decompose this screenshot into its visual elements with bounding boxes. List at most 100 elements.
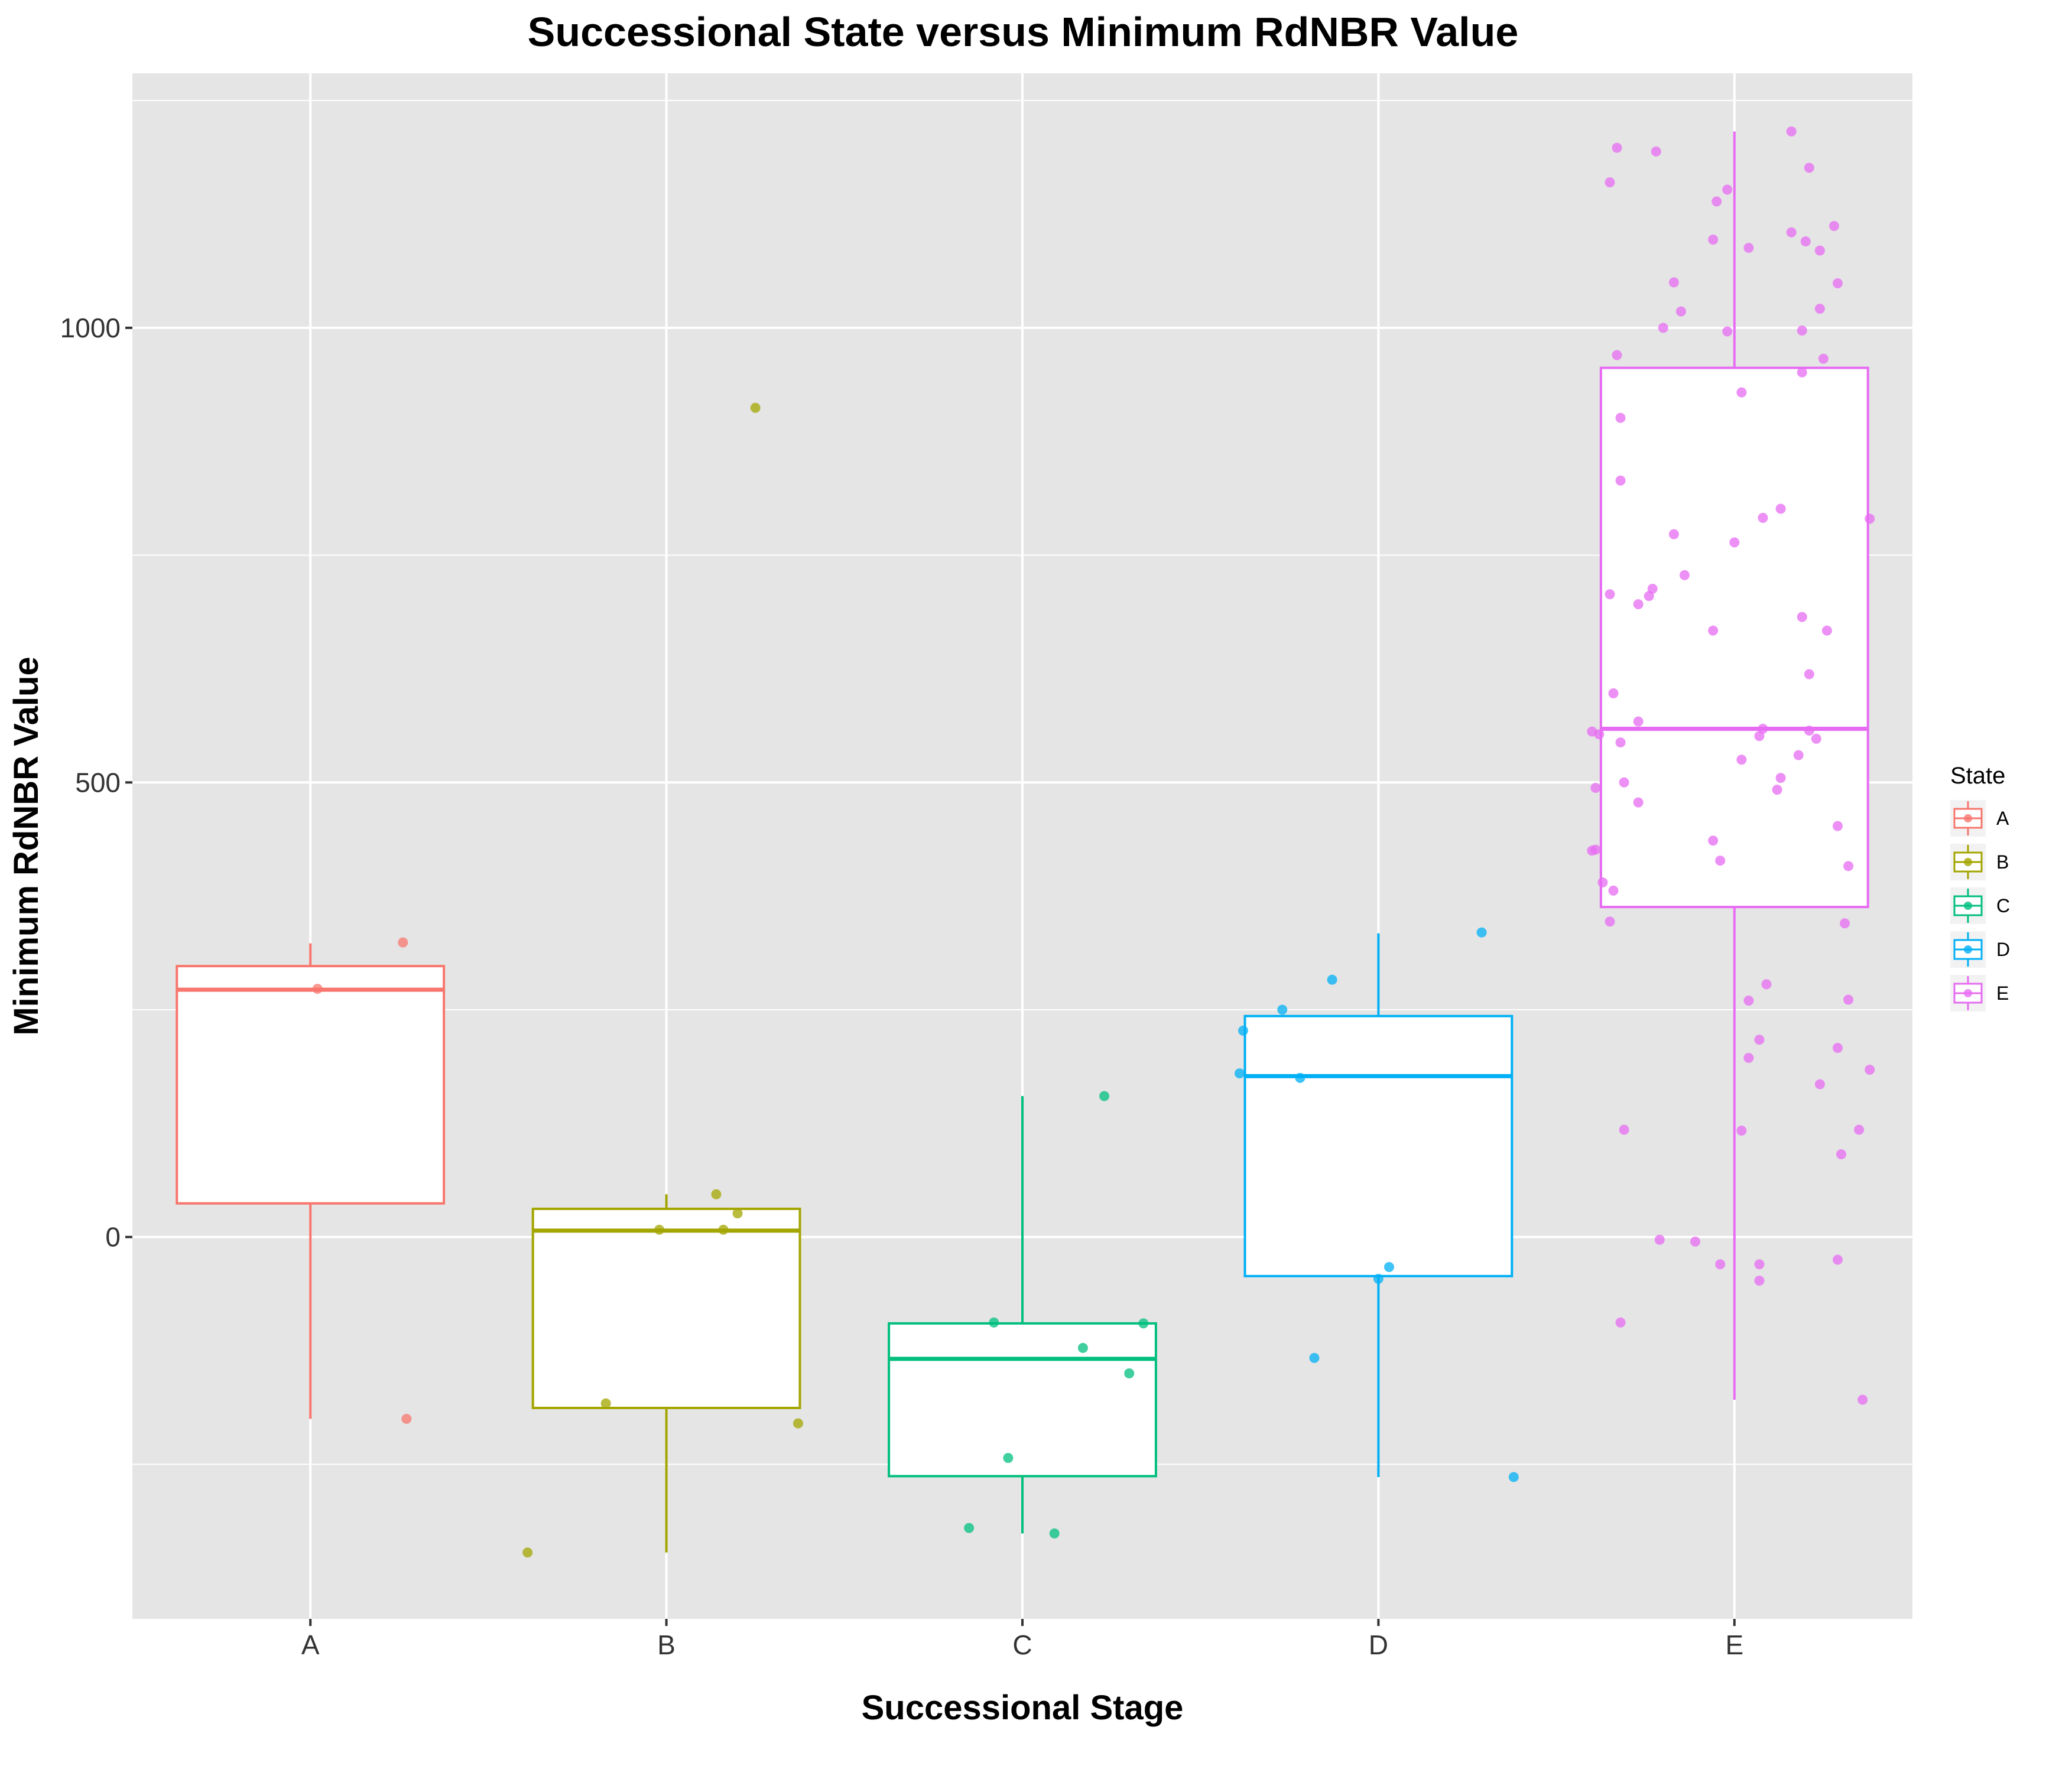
data-point-a (398, 937, 408, 948)
data-point-e (1608, 688, 1619, 698)
data-point-d (1238, 1025, 1248, 1036)
data-point-e (1644, 591, 1654, 601)
data-point-e (1797, 612, 1807, 622)
data-point-e (1590, 783, 1601, 793)
data-point-e (1708, 835, 1719, 846)
y-tick-label: 0 (105, 1222, 121, 1253)
data-point-e (1715, 856, 1726, 866)
legend-title: State (1950, 763, 2005, 789)
legend-item-a: A (1950, 800, 2009, 837)
data-point-e (1804, 726, 1814, 736)
y-tick-label: 500 (75, 767, 121, 798)
data-point-e (1818, 353, 1829, 364)
data-point-e (1857, 1394, 1868, 1405)
data-point-e (1811, 733, 1821, 744)
data-point-e (1612, 350, 1622, 360)
data-point-a (312, 984, 323, 994)
data-point-e (1743, 1053, 1754, 1064)
data-point-b (732, 1208, 743, 1219)
legend-label: D (1996, 939, 2010, 960)
data-point-c (1049, 1528, 1060, 1539)
legend-label: C (1996, 895, 2010, 916)
data-point-e (1722, 184, 1733, 195)
data-point-e (1633, 716, 1644, 727)
box-d (1243, 933, 1514, 1477)
box-body (1599, 366, 1869, 909)
x-tick-label: D (1369, 1630, 1388, 1660)
data-point-e (1804, 669, 1814, 679)
data-point-e (1832, 1254, 1843, 1265)
point-group (312, 126, 1875, 1558)
data-point-b (793, 1418, 803, 1429)
data-point-e (1675, 306, 1686, 317)
data-point-e (1615, 1317, 1626, 1328)
legend-key-point (1964, 858, 1972, 866)
data-point-e (1690, 1236, 1701, 1247)
data-point-e (1594, 729, 1605, 740)
data-point-b (711, 1189, 722, 1199)
box-a (176, 943, 446, 1419)
data-point-b (654, 1224, 665, 1235)
data-point-e (1651, 146, 1661, 157)
data-point-e (1736, 1126, 1747, 1136)
x-tick-label: A (301, 1630, 320, 1660)
data-point-e (1821, 625, 1832, 636)
box-group (176, 131, 1869, 1553)
data-point-e (1597, 877, 1608, 888)
data-point-e (1708, 625, 1719, 636)
legend-key-point (1964, 945, 1972, 954)
data-point-b (718, 1224, 729, 1235)
data-point-c (1138, 1318, 1149, 1329)
data-point-e (1786, 126, 1797, 136)
y-axis-ticks: 0 500 1000 (60, 313, 132, 1253)
legend-item-e: E (1950, 975, 2009, 1012)
data-point-e (1800, 236, 1811, 247)
data-point-e (1829, 221, 1839, 232)
data-point-e (1775, 773, 1786, 783)
box-e (1599, 131, 1869, 1400)
data-point-e (1615, 737, 1626, 748)
chart-title: Successional State versus Minimum RdNBR … (528, 9, 1519, 55)
data-point-d (1476, 927, 1487, 938)
data-point-e (1843, 994, 1854, 1005)
data-point-e (1712, 196, 1722, 207)
data-point-e (1715, 1259, 1726, 1270)
x-tick-label: B (657, 1630, 675, 1660)
data-point-e (1605, 916, 1615, 927)
data-point-e (1797, 325, 1807, 336)
legend-item-d: D (1950, 931, 2010, 968)
box-c (888, 1096, 1157, 1534)
data-point-c (989, 1317, 999, 1328)
data-point-c (1099, 1091, 1110, 1101)
data-point-e (1729, 537, 1740, 548)
box-body (531, 1207, 801, 1409)
data-point-e (1615, 412, 1626, 423)
box-body (176, 965, 446, 1205)
data-point-e (1865, 1065, 1875, 1075)
data-point-d (1327, 974, 1337, 985)
data-point-e (1754, 1259, 1765, 1270)
data-point-e (1797, 367, 1807, 378)
data-point-e (1612, 142, 1622, 153)
legend-label: A (1996, 808, 2009, 829)
x-axis-title: Successional Stage (862, 1689, 1184, 1727)
data-point-e (1754, 731, 1765, 741)
data-point-e (1658, 323, 1668, 333)
data-point-e (1832, 1043, 1843, 1053)
data-point-e (1722, 326, 1733, 337)
data-point-e (1619, 1124, 1629, 1135)
data-point-e (1865, 513, 1875, 524)
data-point-d (1384, 1261, 1394, 1272)
data-point-e (1679, 570, 1690, 580)
data-point-e (1668, 277, 1679, 288)
data-point-e (1836, 1149, 1847, 1160)
legend-item-c: C (1950, 887, 2010, 924)
data-point-e (1843, 861, 1854, 871)
data-point-e (1590, 844, 1601, 855)
data-point-e (1743, 996, 1754, 1006)
legend-key-point (1964, 814, 1972, 822)
data-point-e (1775, 503, 1786, 514)
box-body (888, 1322, 1157, 1478)
data-point-e (1708, 235, 1719, 245)
data-point-e (1743, 242, 1754, 253)
